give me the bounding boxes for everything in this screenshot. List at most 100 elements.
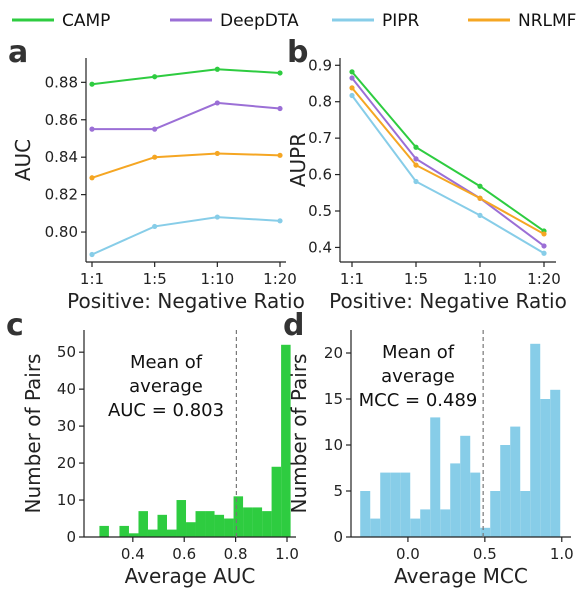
data-point-camp <box>89 81 95 87</box>
data-point-camp <box>477 183 483 189</box>
mean-annotation: Mean of <box>130 352 203 373</box>
y-tick-label: 0.86 <box>45 111 78 129</box>
data-point-pipr <box>152 223 158 230</box>
x-tick-label: 1:10 <box>463 270 497 288</box>
data-point-nrlmf <box>541 231 547 237</box>
histogram-bar <box>480 527 491 537</box>
histogram-bar <box>195 511 206 537</box>
histogram-bar <box>147 529 158 537</box>
x-axis-label-d: Average MCC <box>394 564 528 588</box>
histogram-bar <box>500 445 511 537</box>
legend-label-nrlmf: NRLMF <box>518 11 576 31</box>
y-tick-label: 0.8 <box>308 93 332 111</box>
y-tick-label: 0.80 <box>45 223 78 241</box>
x-tick-label: 1:5 <box>404 270 428 288</box>
data-point-pipr <box>89 251 95 258</box>
data-point-nrlmf <box>89 175 95 181</box>
x-tick-label: 0.5 <box>473 545 497 563</box>
data-point-camp <box>214 66 220 72</box>
x-tick-label: 0.4 <box>121 545 145 563</box>
data-point-pipr <box>214 214 220 220</box>
series-line-nrlmf <box>91 152 281 179</box>
histogram-bar <box>157 514 168 537</box>
x-tick-label: 0.0 <box>396 545 420 563</box>
x-axis-label-a: Positive: Negative Ratio <box>67 289 305 313</box>
x-tick-label: 1.0 <box>275 545 299 563</box>
data-point-pipr <box>413 178 419 185</box>
histogram-bar <box>400 472 411 537</box>
panel-label-b: b <box>287 35 308 70</box>
histogram-bar <box>430 417 441 537</box>
mean-annotation: AUC = 0.803 <box>108 400 224 421</box>
histogram-bar <box>252 507 263 537</box>
y-tick-label: 0.6 <box>308 166 332 184</box>
panel-b-line-chart: 0.4 0.5 0.6 0.7 0.8 0.9 1:1 1:5 1:10 1:20Positive… <box>286 56 567 313</box>
data-point-pipr <box>349 92 355 99</box>
histogram-bar <box>370 518 381 537</box>
y-tick-label: 40 <box>57 380 76 398</box>
histogram-bar <box>128 533 139 537</box>
data-point-nrlmf <box>152 154 158 160</box>
histogram-bar <box>119 525 129 537</box>
histogram-bar <box>205 511 215 537</box>
data-point-deepdta <box>89 126 95 132</box>
histogram-bar <box>440 509 451 537</box>
x-tick-label: 0.6 <box>172 545 196 563</box>
series-line-pipr <box>91 216 281 256</box>
y-tick-label: 0.82 <box>45 186 78 204</box>
y-tick-label: 30 <box>57 417 76 435</box>
y-tick-label: 0.88 <box>45 73 78 91</box>
histogram-bar <box>510 426 521 537</box>
data-point-nrlmf <box>413 162 419 168</box>
histogram-bar <box>224 518 234 537</box>
mean-annotation: average <box>129 376 203 397</box>
panel-c-histogram: 0 10 20 30 40 50 0.4 0.6 0.8 1.0 Mean of average AUC… <box>21 330 299 588</box>
data-point-nrlmf <box>349 85 355 91</box>
histogram-bar <box>420 509 431 537</box>
legend-label-deepdta: DeepDTA <box>220 11 299 31</box>
y-tick-label: 20 <box>324 344 343 362</box>
histogram-bar <box>243 507 253 537</box>
data-point-deepdta <box>277 105 283 112</box>
histogram-bar <box>550 389 561 537</box>
series-line-deepdta <box>351 77 545 247</box>
x-tick-label: 1:20 <box>527 270 561 288</box>
histogram-bar <box>540 399 551 537</box>
data-point-deepdta <box>349 75 355 81</box>
data-point-nrlmf <box>477 195 483 201</box>
data-point-camp <box>349 69 355 75</box>
data-point-nrlmf <box>277 152 283 158</box>
histogram-bar <box>186 522 196 537</box>
data-point-deepdta <box>152 126 158 132</box>
y-tick-label: 20 <box>57 454 76 472</box>
data-point-deepdta <box>413 156 419 162</box>
histogram-bar <box>281 344 291 537</box>
y-axis-label-b: AUPR <box>286 133 310 187</box>
histogram-bar <box>520 491 531 537</box>
series-line-deepdta <box>92 101 281 131</box>
legend: CAMP DeepDTA PIPR NRLMF <box>12 11 576 31</box>
histogram-bar <box>460 435 471 537</box>
x-axis-label-b: Positive: Negative Ratio <box>329 289 567 313</box>
panel-label-c: c <box>6 308 24 343</box>
y-axis-label-d: Number of Pairs <box>287 354 311 514</box>
panel-a-line-chart: 0.80 0.82 0.84 0.86 0.88 1:1 1:5 1:10 1:20Positi… <box>11 58 305 313</box>
data-point-deepdta <box>214 100 220 106</box>
y-tick-label: 0 <box>66 528 76 546</box>
histogram-bar <box>214 514 225 537</box>
panel-label-d: d <box>283 308 304 343</box>
data-point-pipr <box>277 218 283 224</box>
data-point-nrlmf <box>214 150 220 157</box>
histogram-bar <box>271 466 282 537</box>
y-tick-label: 0.84 <box>45 148 78 166</box>
histogram-bar <box>262 511 272 537</box>
series-line-nrlmf <box>351 87 545 235</box>
data-point-deepdta <box>541 243 547 249</box>
x-tick-label: 1:10 <box>200 270 234 288</box>
x-tick-label: 1:20 <box>263 270 297 288</box>
y-axis-label-c: Number of Pairs <box>21 354 45 514</box>
data-point-pipr <box>541 250 547 256</box>
series-line-camp <box>91 68 281 86</box>
histogram-bar <box>138 511 148 537</box>
legend-label-camp: CAMP <box>62 11 110 31</box>
